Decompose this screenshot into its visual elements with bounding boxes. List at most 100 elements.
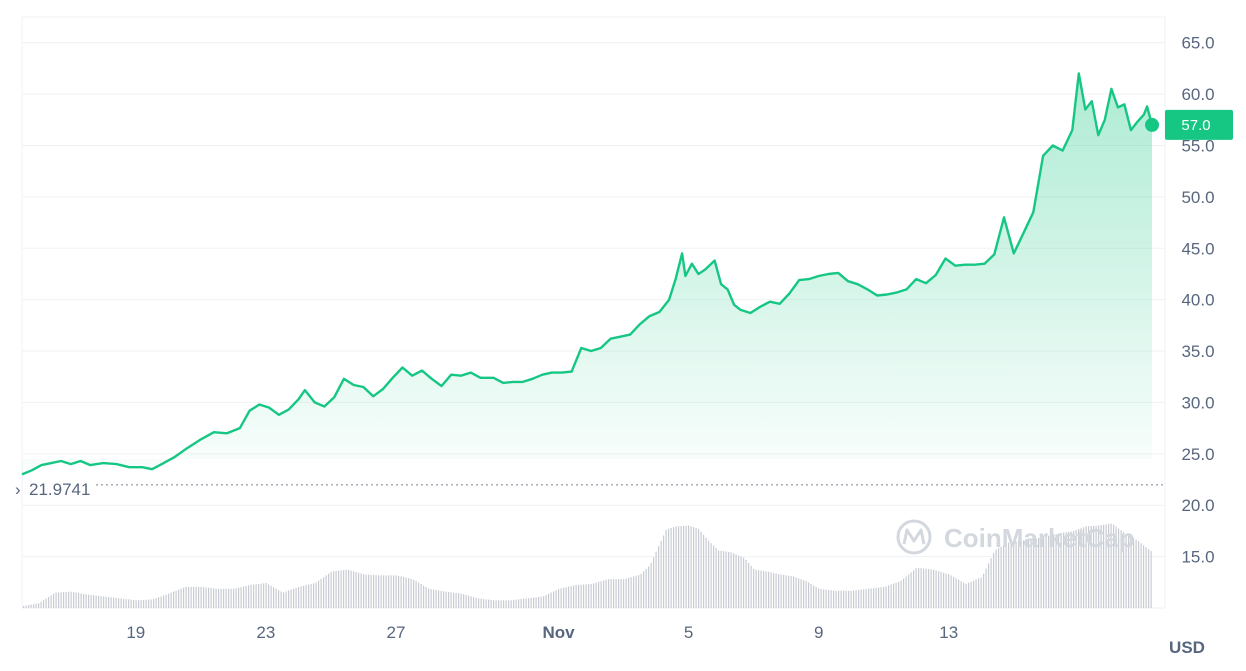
volume-bar bbox=[255, 584, 257, 608]
volume-bar bbox=[323, 577, 325, 608]
volume-bar bbox=[468, 595, 470, 608]
current-price-dot[interactable] bbox=[1145, 117, 1159, 132]
volume-bar bbox=[1013, 541, 1015, 608]
volume-bar bbox=[478, 598, 480, 608]
volume-bar bbox=[1025, 540, 1027, 608]
volume-bar bbox=[773, 572, 775, 608]
volume-bar bbox=[685, 525, 687, 608]
volume-bar bbox=[1000, 546, 1002, 608]
volume-bar bbox=[540, 596, 542, 608]
volume-bar bbox=[325, 575, 327, 608]
volume-bar bbox=[1083, 527, 1085, 608]
volume-bar bbox=[730, 552, 732, 608]
volume-bar bbox=[305, 585, 307, 608]
volume-bar bbox=[740, 556, 742, 608]
volume-bar bbox=[58, 592, 60, 608]
volume-bar bbox=[415, 581, 417, 608]
volume-bar bbox=[883, 586, 885, 608]
volume-bar bbox=[208, 587, 210, 608]
volume-bar bbox=[760, 570, 762, 608]
volume-bar bbox=[553, 591, 555, 608]
volume-bar bbox=[633, 576, 635, 608]
volume-bar bbox=[1040, 537, 1042, 608]
volume-bar bbox=[1073, 530, 1075, 608]
volume-bar bbox=[708, 540, 710, 608]
price-line[interactable] bbox=[21, 72, 1154, 476]
baseline-prefix: › bbox=[15, 480, 21, 499]
volume-bar bbox=[758, 570, 760, 608]
volume-bar bbox=[355, 572, 357, 608]
volume-bar bbox=[873, 588, 875, 608]
volume-bar bbox=[290, 589, 292, 608]
volume-bar bbox=[490, 599, 492, 608]
volume-bar bbox=[953, 576, 955, 608]
volume-bar bbox=[35, 603, 37, 608]
volume-bar bbox=[945, 573, 947, 608]
volume-bar bbox=[528, 598, 530, 608]
volume-bar bbox=[850, 590, 852, 608]
volume-bar bbox=[573, 585, 575, 608]
volume-bar bbox=[265, 583, 267, 608]
volume-bar bbox=[1070, 531, 1072, 608]
volume-bar bbox=[658, 546, 660, 608]
volume-bar bbox=[903, 578, 905, 608]
volume-bar bbox=[865, 589, 867, 608]
volume-bar bbox=[298, 587, 300, 608]
volume-bar bbox=[1090, 526, 1092, 608]
volume-bar bbox=[140, 600, 142, 608]
x-tick-label: 13 bbox=[939, 623, 958, 642]
volume-bar bbox=[738, 555, 740, 608]
volume-bar bbox=[315, 582, 317, 608]
volume-bar bbox=[565, 587, 567, 608]
volume-bar bbox=[1053, 534, 1055, 608]
volume-bar bbox=[345, 569, 347, 608]
volume-bar bbox=[1035, 538, 1037, 608]
volume-bar bbox=[650, 562, 652, 608]
volume-bar bbox=[503, 600, 505, 608]
volume-bar bbox=[808, 582, 810, 608]
volume-bar bbox=[108, 597, 110, 608]
volume-bar bbox=[60, 592, 62, 608]
volume-bar bbox=[630, 577, 632, 608]
volume-bar bbox=[568, 586, 570, 608]
volume-bar bbox=[783, 574, 785, 608]
volume-bar bbox=[913, 570, 915, 608]
volume-bar bbox=[928, 569, 930, 608]
y-tick-label: 45.0 bbox=[1181, 239, 1214, 258]
volume-bar bbox=[983, 573, 985, 608]
volume-bar bbox=[688, 525, 690, 608]
volume-bar bbox=[393, 575, 395, 608]
volume-bar bbox=[655, 551, 657, 608]
volume-bar bbox=[870, 588, 872, 608]
volume-bar bbox=[668, 528, 670, 608]
volume-bar bbox=[975, 579, 977, 608]
volume-bar bbox=[1080, 528, 1082, 608]
volume-bar bbox=[288, 590, 290, 608]
volume-bar bbox=[493, 600, 495, 608]
volume-bar bbox=[260, 583, 262, 608]
volume-bar bbox=[308, 584, 310, 608]
volume-bar bbox=[240, 587, 242, 608]
volume-bar bbox=[1123, 532, 1125, 608]
y-tick-label: 30.0 bbox=[1181, 393, 1214, 412]
volume-bar bbox=[405, 577, 407, 608]
volume-bar bbox=[425, 587, 427, 608]
volume-bar bbox=[335, 570, 337, 608]
baseline-label: 21.9741 bbox=[29, 480, 90, 499]
volume-bar bbox=[1098, 525, 1100, 608]
volume-bar bbox=[788, 575, 790, 608]
volume-bar bbox=[798, 578, 800, 608]
volume-bar bbox=[1120, 530, 1122, 608]
volume-bar bbox=[220, 588, 222, 608]
volume-bar bbox=[420, 584, 422, 608]
volume-bar bbox=[485, 599, 487, 608]
volume-bar bbox=[678, 526, 680, 608]
volume-bar bbox=[310, 584, 312, 608]
volume-bar bbox=[543, 596, 545, 608]
volume-bar bbox=[170, 592, 172, 608]
current-price-badge: 57.0 bbox=[1165, 109, 1233, 140]
volume-bar bbox=[560, 588, 562, 608]
volume-bar bbox=[303, 585, 305, 608]
volume-bar bbox=[755, 569, 757, 608]
